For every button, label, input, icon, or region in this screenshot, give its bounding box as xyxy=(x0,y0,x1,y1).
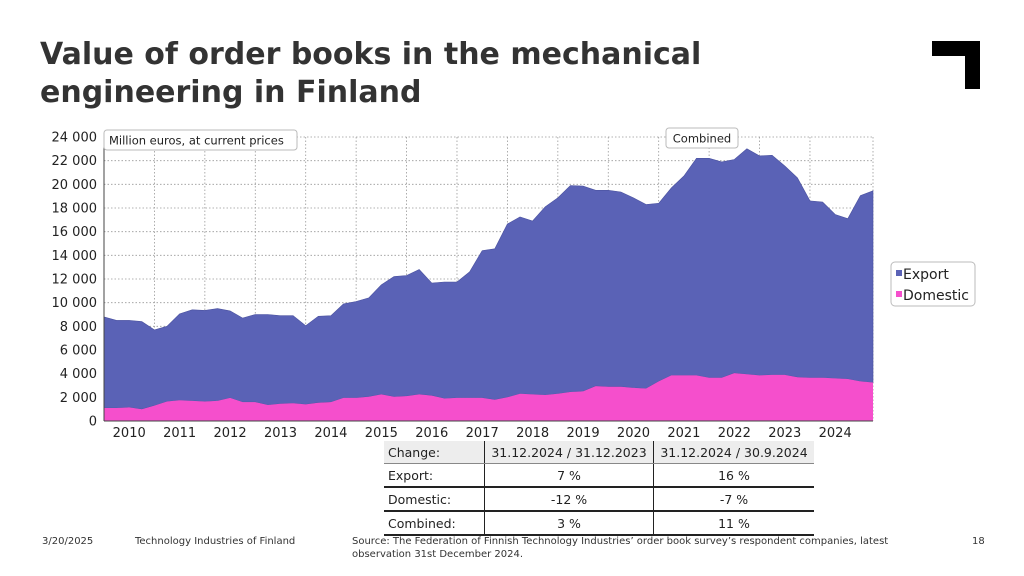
y-tick-label: 10 000 xyxy=(52,296,98,311)
x-tick-label: 2017 xyxy=(466,426,499,441)
company-logo xyxy=(932,41,980,89)
y-tick-label: 2 000 xyxy=(60,391,97,406)
legend: Export Domestic xyxy=(890,261,976,307)
y-tick-label: 4 000 xyxy=(60,367,97,382)
table-cell: 31.12.2024 / 30.9.2024 xyxy=(653,441,814,464)
x-tick-label: 2024 xyxy=(819,426,852,441)
x-tick-label: 2015 xyxy=(365,426,398,441)
y-tick-label: 6 000 xyxy=(60,344,97,359)
x-tick-label: 2012 xyxy=(214,426,247,441)
y-tick-label: 12 000 xyxy=(52,273,98,288)
x-tick-label: 2019 xyxy=(567,426,600,441)
y-tick-label: 16 000 xyxy=(52,225,98,240)
y-tick-label: 24 000 xyxy=(52,131,98,146)
legend-box xyxy=(890,261,976,307)
combined-label-box xyxy=(665,127,739,149)
legend-swatch-domestic xyxy=(896,291,902,297)
axes: 0 2 000 4 000 6 000 8 000 10 000 12 000 14 000 1… xyxy=(52,131,873,441)
legend-label-export: Export xyxy=(903,267,949,283)
x-tick-label: 2023 xyxy=(768,426,801,441)
table-header-row: Change: 31.12.2024 / 31.12.2023 31.12.20… xyxy=(384,441,814,464)
x-tick-label: 2014 xyxy=(314,426,347,441)
x-tick-label: 2022 xyxy=(718,426,751,441)
table-cell: 7 % xyxy=(484,463,654,488)
area-domestic xyxy=(104,373,873,421)
y-tick-label: 8 000 xyxy=(60,320,97,335)
y-tick-label: 14 000 xyxy=(52,249,98,264)
y-tick-label: 22 000 xyxy=(52,154,98,169)
y-tick-label: 0 xyxy=(89,415,97,430)
footer-organization: Technology Industries of Finland xyxy=(135,536,296,547)
footer-date: 3/20/2025 xyxy=(42,536,94,547)
x-tick-label: 2020 xyxy=(617,426,650,441)
table-cell: Export: xyxy=(384,463,485,488)
table-cell: Combined: xyxy=(384,511,485,536)
table-cell: 31.12.2024 / 31.12.2023 xyxy=(484,441,654,464)
x-tick-label: 2013 xyxy=(264,426,297,441)
table-row: Combined: 3 % 11 % xyxy=(384,511,814,536)
x-tick-label: 2010 xyxy=(113,426,146,441)
x-tick-label: 2011 xyxy=(163,426,196,441)
y-tick-label: 20 000 xyxy=(52,178,98,193)
x-tick-label: 2021 xyxy=(667,426,700,441)
unit-label-box xyxy=(103,129,298,151)
page-title: Value of order books in the mechanical e… xyxy=(40,37,702,110)
combined-label: Combined xyxy=(673,132,731,146)
table-cell: Change: xyxy=(384,441,485,464)
table-cell: 16 % xyxy=(653,463,814,488)
page-number: 18 xyxy=(972,536,985,547)
area-export xyxy=(103,148,874,410)
table-row: Domestic: -12 % -7 % xyxy=(384,487,814,512)
annotations: Million euros, at current prices Combine… xyxy=(103,127,739,151)
area-series xyxy=(103,148,874,421)
footer-source: Source: The Federation of Finnish Techno… xyxy=(352,536,889,560)
change-table: Change: 31.12.2024 / 31.12.2023 31.12.20… xyxy=(384,441,814,536)
unit-label: Million euros, at current prices xyxy=(109,134,284,148)
table-row: Export: 7 % 16 % xyxy=(384,463,814,488)
x-tick-label: 2016 xyxy=(415,426,448,441)
table-cell: Domestic: xyxy=(384,487,485,512)
y-tick-label: 18 000 xyxy=(52,202,98,217)
legend-label-domestic: Domestic xyxy=(903,288,969,304)
table-cell: 11 % xyxy=(653,511,814,536)
legend-swatch-export xyxy=(896,270,902,276)
table-cell: -12 % xyxy=(484,487,654,512)
x-tick-label: 2018 xyxy=(516,426,549,441)
table-cell: 3 % xyxy=(484,511,654,536)
table-cell: -7 % xyxy=(653,487,814,512)
